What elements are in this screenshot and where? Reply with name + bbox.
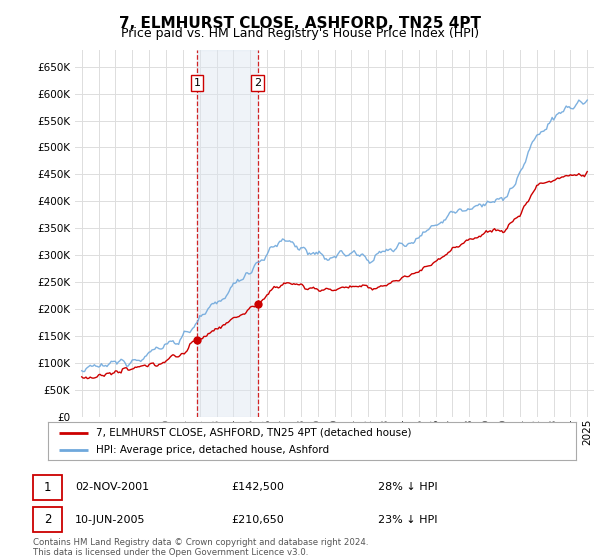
Text: 7, ELMHURST CLOSE, ASHFORD, TN25 4PT: 7, ELMHURST CLOSE, ASHFORD, TN25 4PT [119,16,481,31]
Text: 23% ↓ HPI: 23% ↓ HPI [378,515,437,525]
Text: £142,500: £142,500 [231,482,284,492]
Text: £210,650: £210,650 [231,515,284,525]
Bar [197,50,257,417]
Text: 28% ↓ HPI: 28% ↓ HPI [378,482,437,492]
Text: 10-JUN-2005: 10-JUN-2005 [75,515,146,525]
Text: 2: 2 [254,78,261,88]
Text: 7, ELMHURST CLOSE, ASHFORD, TN25 4PT (detached house): 7, ELMHURST CLOSE, ASHFORD, TN25 4PT (de… [95,427,411,437]
Text: HPI: Average price, detached house, Ashford: HPI: Average price, detached house, Ashf… [95,445,329,455]
Text: 1: 1 [193,78,200,88]
Text: 1: 1 [44,480,51,494]
Text: 02-NOV-2001: 02-NOV-2001 [75,482,149,492]
Text: Price paid vs. HM Land Registry's House Price Index (HPI): Price paid vs. HM Land Registry's House … [121,27,479,40]
Text: 2: 2 [44,513,51,526]
Text: Contains HM Land Registry data © Crown copyright and database right 2024.
This d: Contains HM Land Registry data © Crown c… [33,538,368,557]
